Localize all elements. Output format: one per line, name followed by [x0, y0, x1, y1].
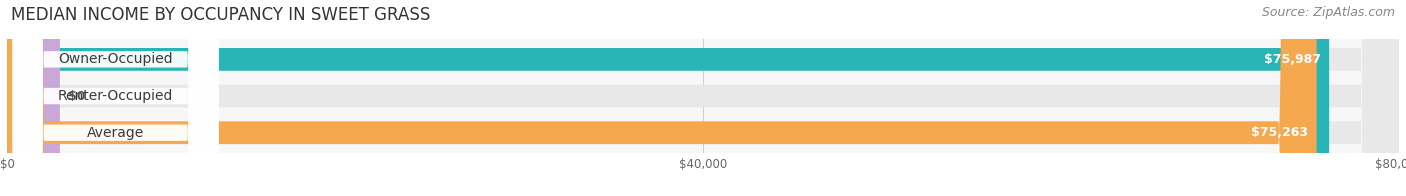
Text: Renter-Occupied: Renter-Occupied — [58, 89, 173, 103]
Text: $0: $0 — [69, 90, 86, 103]
Text: Average: Average — [87, 126, 145, 140]
FancyBboxPatch shape — [13, 0, 218, 196]
FancyBboxPatch shape — [7, 0, 60, 196]
FancyBboxPatch shape — [7, 0, 1399, 196]
Text: Owner-Occupied: Owner-Occupied — [58, 52, 173, 66]
FancyBboxPatch shape — [13, 0, 218, 196]
FancyBboxPatch shape — [7, 0, 1316, 196]
FancyBboxPatch shape — [13, 0, 218, 196]
Text: $75,263: $75,263 — [1251, 126, 1308, 139]
FancyBboxPatch shape — [7, 0, 1399, 196]
Text: Source: ZipAtlas.com: Source: ZipAtlas.com — [1261, 6, 1395, 19]
FancyBboxPatch shape — [7, 0, 1399, 196]
Text: $75,987: $75,987 — [1264, 53, 1320, 66]
FancyBboxPatch shape — [7, 0, 1329, 196]
Text: MEDIAN INCOME BY OCCUPANCY IN SWEET GRASS: MEDIAN INCOME BY OCCUPANCY IN SWEET GRAS… — [11, 6, 430, 24]
